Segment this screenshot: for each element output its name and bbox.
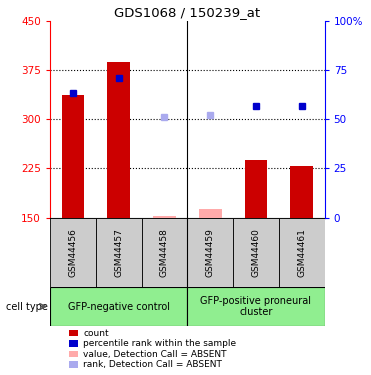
Bar <box>62 95 85 218</box>
Bar <box>50 217 96 287</box>
Bar <box>244 160 267 218</box>
Bar <box>290 166 313 218</box>
Bar <box>199 209 222 218</box>
Bar <box>50 287 187 326</box>
Bar <box>142 217 187 287</box>
Text: GSM44461: GSM44461 <box>297 228 306 277</box>
Bar <box>96 217 142 287</box>
Bar <box>107 62 130 217</box>
Title: GDS1068 / 150239_at: GDS1068 / 150239_at <box>114 6 260 20</box>
Text: GFP-negative control: GFP-negative control <box>68 302 170 312</box>
Text: rank, Detection Call = ABSENT: rank, Detection Call = ABSENT <box>83 360 222 369</box>
Bar <box>279 217 325 287</box>
Text: GSM44458: GSM44458 <box>160 228 169 277</box>
Text: GSM44457: GSM44457 <box>114 228 123 277</box>
Bar <box>153 216 176 217</box>
Text: GSM44456: GSM44456 <box>69 228 78 277</box>
Text: count: count <box>83 328 109 338</box>
Text: cell type: cell type <box>6 302 48 312</box>
Text: GSM44460: GSM44460 <box>252 228 260 277</box>
Bar <box>187 217 233 287</box>
Bar <box>187 287 325 326</box>
Text: GFP-positive proneural
cluster: GFP-positive proneural cluster <box>200 296 312 317</box>
Text: GSM44459: GSM44459 <box>206 228 215 277</box>
Text: value, Detection Call = ABSENT: value, Detection Call = ABSENT <box>83 350 227 358</box>
Bar <box>233 217 279 287</box>
Text: percentile rank within the sample: percentile rank within the sample <box>83 339 237 348</box>
